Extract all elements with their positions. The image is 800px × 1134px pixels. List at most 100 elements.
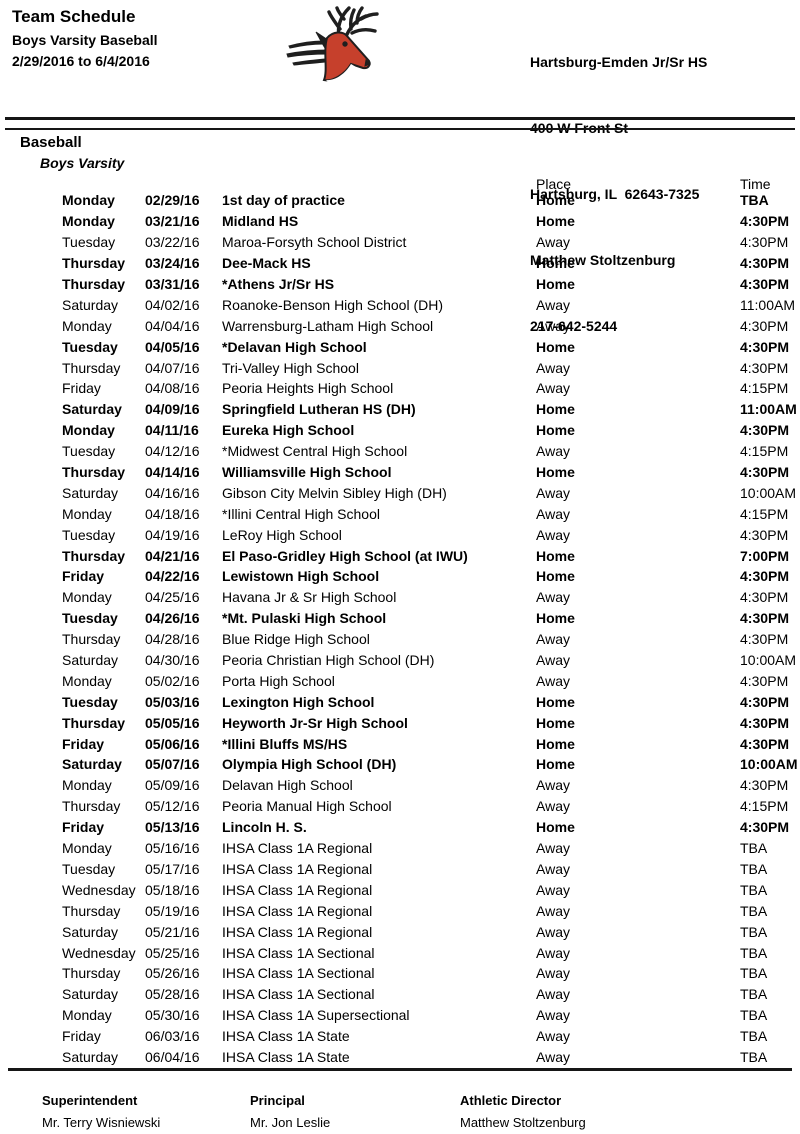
cell-opp: Gibson City Melvin Sibley High (DH) bbox=[222, 484, 447, 501]
schedule-row: Tuesday 04/12/16 *Midwest Central High Sch… bbox=[0, 441, 800, 462]
cell-opp: 1st day of practice bbox=[222, 192, 345, 209]
cell-day: Tuesday bbox=[62, 234, 116, 251]
schedule-row: Saturday 05/21/16 IHSA Class 1A Regional Aw… bbox=[0, 921, 800, 942]
cell-day: Tuesday bbox=[62, 693, 118, 710]
cell-date: 04/16/16 bbox=[145, 484, 200, 501]
cell-time: 4:15PM bbox=[740, 380, 789, 397]
schedule-row: Thursday 03/24/16 Dee-Mack HS Home 4:30PM bbox=[0, 253, 800, 274]
cell-date: 05/13/16 bbox=[145, 819, 200, 836]
cell-date: 05/07/16 bbox=[145, 756, 200, 773]
schedule-row: Saturday 04/30/16 Peoria Christian High Sc… bbox=[0, 650, 800, 671]
cell-place: Away bbox=[536, 443, 570, 460]
cell-time: 4:30PM bbox=[740, 714, 790, 731]
cell-date: 04/07/16 bbox=[145, 359, 200, 376]
cell-opp: Midland HS bbox=[222, 213, 299, 230]
schedule-row: Thursday 04/28/16 Blue Ridge High School Aw… bbox=[0, 629, 800, 650]
cell-date: 04/09/16 bbox=[145, 401, 200, 418]
schedule-row: Thursday 04/07/16 Tri-Valley High School Aw… bbox=[0, 357, 800, 378]
cell-date: 04/22/16 bbox=[145, 568, 200, 585]
cell-place: Home bbox=[536, 756, 575, 773]
date-range: 2/29/2016 to 6/4/2016 bbox=[12, 53, 150, 69]
cell-date: 04/02/16 bbox=[145, 296, 200, 313]
cell-place: Away bbox=[536, 840, 570, 857]
cell-time: 4:15PM bbox=[740, 798, 789, 815]
schedule-row: Wednesday 05/25/16 IHSA Class 1A Sectional… bbox=[0, 942, 800, 963]
cell-opp: *Mt. Pulaski High School bbox=[222, 610, 387, 627]
cell-day: Monday bbox=[62, 317, 112, 334]
place-column-header: Place bbox=[536, 176, 572, 192]
cell-time: 4:30PM bbox=[740, 777, 789, 794]
cell-time: 4:30PM bbox=[740, 568, 790, 585]
cell-time: 4:30PM bbox=[740, 631, 789, 648]
cell-day: Thursday bbox=[62, 255, 126, 272]
cell-day: Monday bbox=[62, 192, 115, 209]
cell-time: 4:30PM bbox=[740, 735, 790, 752]
cell-day: Tuesday bbox=[62, 610, 118, 627]
schedule-row: Friday 04/22/16 Lewistown High School Home 4… bbox=[0, 566, 800, 587]
cell-date: 05/30/16 bbox=[145, 1007, 200, 1024]
cell-opp: *Illini Bluffs MS/HS bbox=[222, 735, 348, 752]
stag-icon bbox=[286, 6, 379, 86]
cell-place: Away bbox=[536, 484, 570, 501]
cell-date: 06/03/16 bbox=[145, 1028, 200, 1045]
cell-opp: IHSA Class 1A Supersectional bbox=[222, 1007, 410, 1024]
cell-opp: IHSA Class 1A Regional bbox=[222, 923, 373, 940]
schedule-row: Monday 04/18/16 *Illini Central High Schoo… bbox=[0, 503, 800, 524]
cell-date: 05/09/16 bbox=[145, 777, 200, 794]
schedule-row: Monday 04/11/16 Eureka High School Home 4:30… bbox=[0, 420, 800, 441]
cell-opp: LeRoy High School bbox=[222, 526, 342, 543]
cell-time: 4:30PM bbox=[740, 276, 790, 292]
cell-date: 06/04/16 bbox=[145, 1048, 200, 1065]
cell-date: 04/19/16 bbox=[145, 526, 200, 543]
sport-heading: Baseball bbox=[20, 134, 82, 151]
cell-opp: Roanoke-Benson High School (DH) bbox=[222, 296, 443, 313]
cell-date: 05/28/16 bbox=[145, 986, 200, 1003]
cell-time: TBA bbox=[740, 1048, 768, 1065]
cell-time: 7:00PM bbox=[740, 547, 790, 564]
cell-opp: *Athens Jr/Sr HS bbox=[222, 276, 335, 292]
cell-time: 10:00AM bbox=[740, 484, 797, 501]
cell-place: Away bbox=[536, 631, 570, 648]
cell-opp: IHSA Class 1A Sectional bbox=[222, 986, 375, 1003]
cell-day: Tuesday bbox=[62, 443, 116, 460]
cell-day: Friday bbox=[62, 819, 105, 836]
cell-place: Home bbox=[536, 422, 575, 439]
cell-day: Thursday bbox=[62, 547, 126, 564]
cell-day: Thursday bbox=[62, 798, 121, 815]
cell-place: Away bbox=[536, 902, 570, 919]
cell-place: Home bbox=[536, 693, 575, 710]
cell-place: Home bbox=[536, 338, 575, 355]
cell-time: 4:30PM bbox=[740, 338, 790, 355]
schedule-row: Monday 04/25/16 Havana Jr & Sr High School… bbox=[0, 587, 800, 608]
cell-date: 02/29/16 bbox=[145, 192, 200, 209]
cell-time: 4:30PM bbox=[740, 213, 790, 230]
schedule-row: Wednesday 05/18/16 IHSA Class 1A Regional A… bbox=[0, 879, 800, 900]
cell-opp: IHSA Class 1A Regional bbox=[222, 902, 373, 919]
cell-date: 03/24/16 bbox=[145, 255, 200, 272]
cell-opp: Blue Ridge High School bbox=[222, 631, 370, 648]
schedule-row: Saturday 04/16/16 Gibson City Melvin Sible… bbox=[0, 482, 800, 503]
cell-opp: IHSA Class 1A State bbox=[222, 1048, 350, 1065]
cell-date: 04/05/16 bbox=[145, 338, 200, 355]
footer-value: Mr. Jon Leslie bbox=[250, 1115, 331, 1130]
cell-date: 05/05/16 bbox=[145, 714, 200, 731]
cell-place: Away bbox=[536, 505, 570, 522]
cell-opp: Lincoln H. S. bbox=[222, 819, 307, 836]
cell-place: Away bbox=[536, 380, 570, 397]
cell-day: Saturday bbox=[62, 401, 122, 418]
schedule-row: Monday 05/16/16 IHSA Class 1A Regional Away… bbox=[0, 838, 800, 859]
cell-place: Home bbox=[536, 401, 575, 418]
schedule-row: Thursday 03/31/16 *Athens Jr/Sr HS Home 4:30… bbox=[0, 274, 800, 295]
schedule-row: Thursday 05/05/16 Heyworth Jr-Sr High Scho… bbox=[0, 712, 800, 733]
footer-value: Matthew Stoltzenburg bbox=[460, 1115, 586, 1130]
schedule-row: Tuesday 04/26/16 *Mt. Pulaski High School H… bbox=[0, 608, 800, 629]
footer-superintendent: Superintendent Mr. Terry Wisniewski bbox=[42, 1093, 160, 1130]
cell-day: Friday bbox=[62, 380, 101, 397]
cell-place: Away bbox=[536, 234, 570, 251]
footer-label: Athletic Director bbox=[460, 1093, 562, 1108]
cell-time: TBA bbox=[740, 1028, 768, 1045]
school-contact: Matthew Stoltzenburg bbox=[530, 252, 676, 268]
cell-day: Thursday bbox=[62, 359, 121, 376]
cell-day: Monday bbox=[62, 213, 115, 230]
cell-opp: Warrensburg-Latham High School bbox=[222, 317, 434, 334]
